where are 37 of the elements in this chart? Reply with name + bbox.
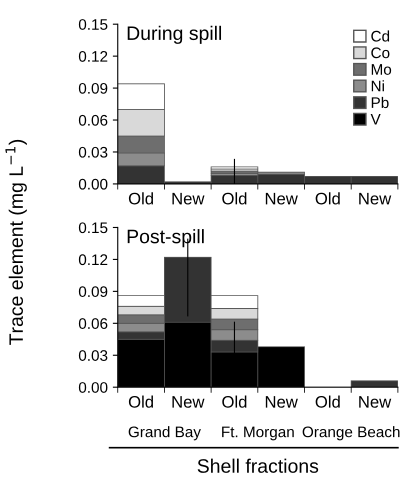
legend-label: Cd (371, 30, 390, 42)
text: Orange Beach (302, 426, 400, 440)
x-axis-title: Shell fractions (198, 458, 318, 473)
chart-title: Post-spill (128, 229, 204, 248)
y-tick-label: 0.09 (78, 82, 108, 94)
x-tick-label: New (359, 396, 392, 408)
x-tick-label: Old (128, 396, 153, 408)
chart-title: During spill (128, 26, 222, 44)
y-tick-label: 0.12 (78, 254, 108, 266)
y-tick-label: 0.15 (78, 19, 108, 30)
legend-label: V (370, 114, 381, 125)
legend-label: Ni (372, 80, 384, 92)
y-tick-label: 0.09 (78, 286, 108, 298)
x-tick-label: New (172, 192, 204, 204)
legend-label: Co (371, 47, 390, 58)
legend-label: Mo (372, 64, 392, 75)
y-axis-title: Trace element (mg L$^{−1}$) (5, 140, 27, 345)
legend-label: Pb (372, 96, 389, 108)
x-tick-label: Old (128, 192, 153, 204)
x-tick-label: New (172, 396, 204, 408)
text: Grand Bay (128, 426, 201, 440)
y-tick-label: 0.06 (78, 318, 108, 329)
y-tick-label: 0.03 (78, 146, 108, 158)
x-tick-label: Old (222, 192, 246, 204)
x-tick-label: Old (316, 192, 340, 204)
text: Ft. Morgan (222, 426, 294, 440)
y-tick-label: 0.00 (78, 382, 108, 393)
y-tick-label: 0.03 (78, 350, 108, 361)
y-tick-label: 0.15 (78, 222, 108, 234)
x-tick-label: New (266, 396, 298, 408)
x-tick-label: New (359, 192, 392, 204)
x-tick-label: New (266, 192, 298, 204)
y-tick-label: 0.00 (78, 178, 108, 190)
x-tick-label: Old (222, 396, 246, 408)
y-tick-label: 0.06 (78, 114, 108, 126)
x-tick-label: Old (316, 396, 340, 408)
y-tick-label: 0.12 (78, 51, 108, 62)
